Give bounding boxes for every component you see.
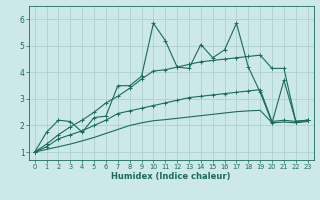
X-axis label: Humidex (Indice chaleur): Humidex (Indice chaleur) — [111, 172, 231, 181]
